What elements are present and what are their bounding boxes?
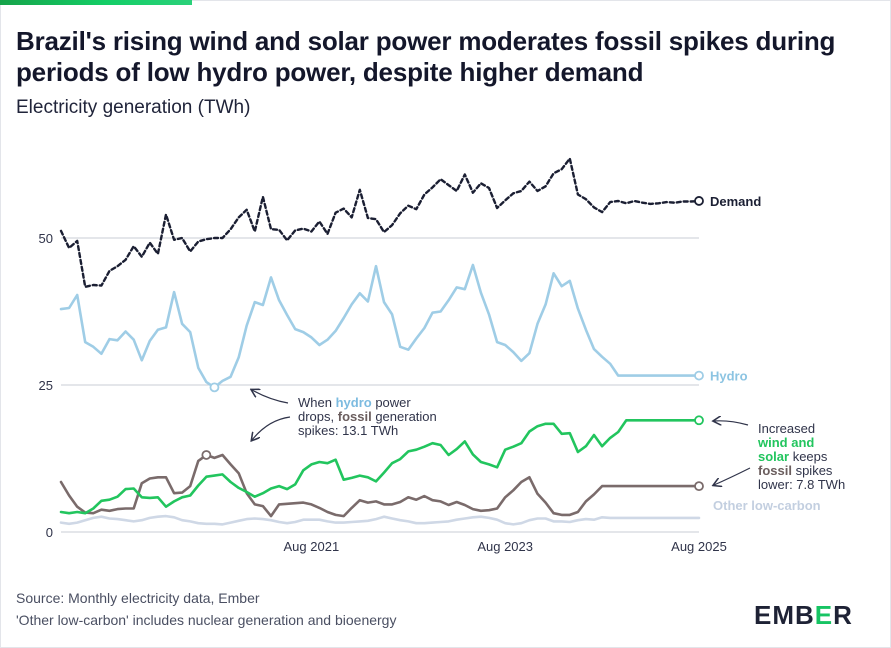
annotation-highlight-wind-solar: wind and [757, 435, 814, 450]
annotation-arrow-wind-solar [714, 421, 749, 425]
series-line-demand [59, 157, 701, 288]
annotation-text: power [372, 395, 412, 410]
series-line-wind-and-solar [59, 418, 701, 515]
annotation-line: lower: 7.8 TWh [758, 477, 845, 492]
logo-text-left: EMB [754, 600, 815, 630]
logo-text-right: R [833, 600, 853, 630]
annotation-line: drops, fossil generation [298, 409, 437, 424]
series-end-label: Demand [710, 194, 761, 209]
ember-logo: EMBER [754, 600, 853, 631]
annotation-text: spikes [792, 463, 833, 478]
y-tick-label-25: 25 [39, 378, 53, 393]
annotation-text: spikes: 13.1 TWh [298, 423, 398, 438]
annotation-text: Increased [758, 421, 815, 436]
annotation-text: keeps [789, 449, 828, 464]
annotation-text: When [298, 395, 336, 410]
x-tick-label: Aug 2021 [284, 539, 340, 554]
chart-title: Brazil's rising wind and solar power mod… [16, 26, 836, 87]
brand-accent-bar [0, 0, 192, 5]
annotation-line: wind and [757, 435, 814, 450]
y-tick-label-0: 0 [46, 525, 53, 540]
annotation-highlight-fossil: fossil [338, 409, 372, 424]
annotation-arrow-fossil-lower [714, 467, 751, 485]
logo-text-accent: E [814, 600, 834, 630]
annotation-line: When hydro power [298, 395, 411, 410]
chart-subtitle: Electricity generation (TWh) [16, 97, 251, 118]
series-line-fossil [59, 453, 701, 518]
series-end-label: Hydro [710, 369, 748, 384]
annotation-line: spikes: 13.1 TWh [298, 423, 398, 438]
methodology-note: 'Other low-carbon' includes nuclear gene… [16, 612, 397, 628]
series-line-hydro [59, 263, 701, 389]
annotation-text: lower: 7.8 TWh [758, 477, 845, 492]
annotation-line: Increased [758, 421, 815, 436]
annotation-highlight-wind-solar: solar [758, 449, 789, 464]
annotation-highlight-fossil: fossil [758, 463, 792, 478]
source-note: Source: Monthly electricity data, Ember [16, 590, 260, 606]
series-line-other-low-carbon [59, 514, 701, 526]
series-end-label: Other low-carbon [713, 498, 821, 513]
annotation-line: fossil spikes [758, 463, 833, 478]
callout-marker-hydro-low [209, 382, 220, 393]
annotation-arrow-hydro [252, 390, 289, 404]
annotation-line: solar keeps [758, 449, 828, 464]
end-marker-hydro [694, 370, 704, 381]
x-tick-label: Aug 2025 [671, 539, 727, 554]
y-tick-label-50: 50 [39, 231, 53, 246]
end-marker-demand [694, 196, 704, 206]
end-marker-wind-and-solar [694, 415, 704, 426]
annotation-arrow-fossil [252, 416, 291, 440]
annotation-highlight-hydro: hydro [336, 395, 372, 410]
callout-marker-fossil-peak [201, 450, 212, 460]
x-tick-label: Aug 2023 [477, 539, 533, 554]
end-marker-fossil [694, 481, 704, 492]
annotation-text: drops, [298, 409, 338, 424]
annotation-text: generation [372, 409, 437, 424]
